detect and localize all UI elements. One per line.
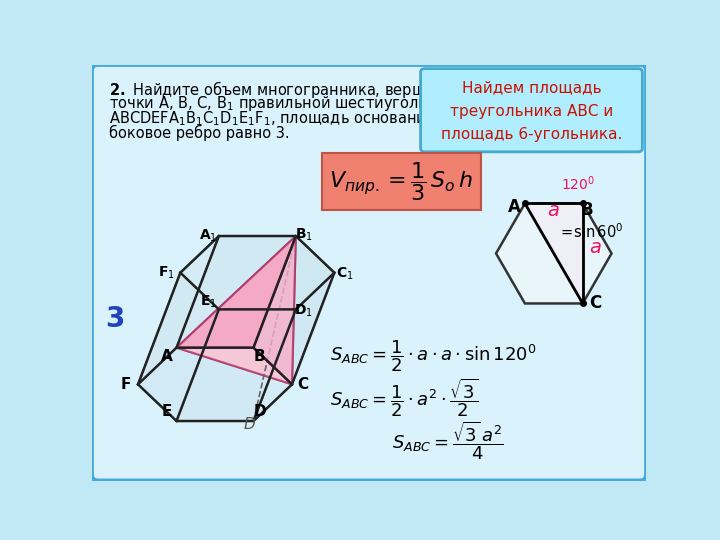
Polygon shape: [176, 236, 296, 348]
Polygon shape: [180, 236, 334, 309]
Text: $\mathbf{2.}$ Найдите объем многогранника, вершинами к...: $\mathbf{2.}$ Найдите объем многогранник…: [109, 79, 501, 100]
Text: $S_{ABC} = \dfrac{\sqrt{3}\,a^2}{4}$: $S_{ABC} = \dfrac{\sqrt{3}\,a^2}{4}$: [392, 419, 504, 462]
Text: 3: 3: [106, 305, 125, 333]
Text: ABCDEFA$_1$B$_1$C$_1$D$_1$E$_1$F$_1$, площадь основания кото...: ABCDEFA$_1$B$_1$C$_1$D$_1$E$_1$F$_1$, пл…: [109, 110, 488, 128]
Text: F$_1$: F$_1$: [158, 265, 175, 281]
Text: B: B: [581, 200, 593, 219]
Text: B$_1$: B$_1$: [294, 226, 312, 242]
Text: A: A: [161, 349, 173, 364]
Text: B: B: [254, 349, 266, 364]
Text: $S_{ABC} = \dfrac{1}{2} \cdot a \cdot a \cdot \sin 120^0$: $S_{ABC} = \dfrac{1}{2} \cdot a \cdot a …: [330, 338, 537, 374]
Text: C: C: [297, 377, 308, 392]
Text: C: C: [589, 294, 601, 313]
Text: Найдем площадь
треугольника АВС и
площадь 6-угольника.: Найдем площадь треугольника АВС и площад…: [441, 80, 622, 142]
Text: F: F: [120, 377, 131, 392]
FancyBboxPatch shape: [322, 153, 481, 211]
Text: D: D: [253, 404, 266, 419]
Text: $V_{\mathit{пир.}} = \dfrac{1}{3}\,S_o\,h$: $V_{\mathit{пир.}} = \dfrac{1}{3}\,S_o\,…: [329, 160, 474, 204]
Text: D$_1$: D$_1$: [294, 303, 313, 319]
Polygon shape: [525, 204, 582, 303]
Text: E$_1$: E$_1$: [199, 293, 217, 310]
Polygon shape: [176, 236, 296, 348]
Polygon shape: [176, 309, 296, 421]
FancyBboxPatch shape: [92, 65, 647, 481]
Polygon shape: [176, 236, 296, 384]
Polygon shape: [176, 348, 292, 384]
Text: A: A: [508, 198, 521, 217]
Polygon shape: [253, 236, 296, 384]
Polygon shape: [138, 236, 219, 384]
Text: $S_{ABC} = \dfrac{1}{2} \cdot a^2 \cdot \dfrac{\sqrt{3}}{2}$: $S_{ABC} = \dfrac{1}{2} \cdot a^2 \cdot …: [330, 377, 479, 420]
Text: $a$: $a$: [589, 239, 601, 258]
Text: E: E: [162, 404, 173, 419]
Text: боковое ребро равно 3.: боковое ребро равно 3.: [109, 125, 289, 141]
Polygon shape: [496, 204, 611, 303]
Polygon shape: [253, 236, 334, 384]
Text: $=\!\sin60^0$: $=\!\sin60^0$: [558, 222, 623, 241]
Text: точки А, В, С, В$_1$ правильной шестиугольной пр...: точки А, В, С, В$_1$ правильной шестиуго…: [109, 94, 492, 113]
FancyBboxPatch shape: [420, 69, 642, 152]
Text: D: D: [244, 417, 256, 433]
Text: $120^0$: $120^0$: [561, 174, 595, 193]
Text: $a$: $a$: [547, 201, 560, 220]
Text: C$_1$: C$_1$: [336, 266, 354, 282]
Text: A$_1$: A$_1$: [199, 228, 217, 244]
Polygon shape: [138, 273, 219, 421]
Polygon shape: [253, 273, 334, 421]
